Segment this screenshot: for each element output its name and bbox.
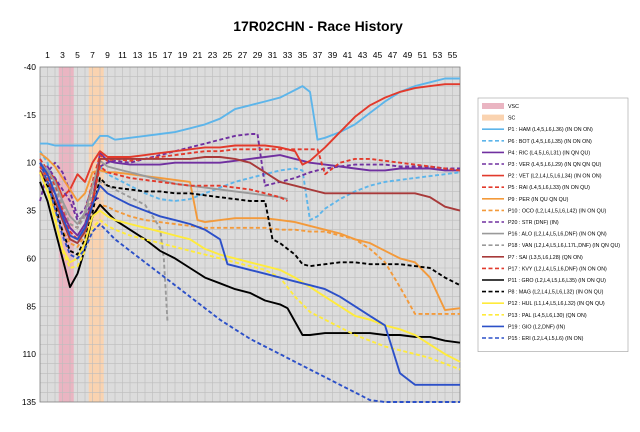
x-tick-label: 3 (60, 50, 65, 60)
chart-title: 17R02CHN - Race History (233, 18, 403, 34)
legend-patch (482, 114, 504, 121)
x-tick-label: 5 (75, 50, 80, 60)
y-tick-label: 85 (27, 301, 37, 311)
x-tick-label: 25 (223, 50, 233, 60)
x-tick-label: 31 (268, 50, 278, 60)
series-line-0 (40, 77, 460, 147)
x-tick-label: 19 (178, 50, 188, 60)
series-line-16 (39, 162, 461, 371)
x-tick-label: 9 (105, 50, 110, 60)
legend-label: SC (508, 116, 516, 122)
x-tick-label: 35 (298, 50, 308, 60)
series-line-14 (39, 171, 461, 287)
legend-label: P3 : VER (L4,5,L6,L29) (IN QN QN QU) (508, 162, 602, 168)
x-tick-label: 53 (433, 50, 443, 60)
series-line-18 (39, 162, 460, 403)
x-tick-label: 7 (90, 50, 95, 60)
x-tick-label: 21 (193, 50, 203, 60)
x-tick-label: 37 (313, 50, 323, 60)
x-tick-label: 51 (418, 50, 428, 60)
x-tick-label: 49 (403, 50, 413, 60)
y-tick-label: 110 (22, 349, 36, 359)
legend-label: P15 : ERI (L2,L4,L5,L6) (IN ON) (508, 336, 584, 342)
series-line-3 (39, 133, 460, 218)
y-tick-label: -40 (24, 62, 37, 72)
y-tick-label: 35 (27, 206, 37, 216)
x-tick-label: 47 (388, 50, 398, 60)
x-tick-label: 29 (253, 50, 263, 60)
series-line-11 (39, 156, 461, 245)
legend-label: P8 : MAG (L2,L4,L5,L6,L32) (IN ON QU) (508, 290, 604, 296)
legend-label: P19 : GIO (L2,DNF) (IN) (508, 324, 565, 330)
legend-label: P16 : ALO (L2,L4,L5,L6,DNF) (IN ON QN) (508, 232, 607, 238)
legend-label: P10 : OCO (L2,L4,L5,L6,L42) (IN ON QU) (508, 208, 607, 214)
legend-label: P9 : PER (IN QU QN QU) (508, 197, 569, 203)
legend-label: VSC (508, 104, 519, 110)
x-tick-label: 23 (208, 50, 218, 60)
legend-label: P1 : HAM (L4,5,L6,L36) (IN ON ON) (508, 127, 593, 133)
x-tick-label: 13 (133, 50, 143, 60)
legend-label: P11 : GRO (L2,L4,L5,L6,L35) (IN ON QU) (508, 278, 606, 284)
series-line-9 (39, 159, 288, 225)
x-tick-label: 27 (238, 50, 248, 60)
y-tick-label: 135 (22, 397, 36, 407)
y-tick-label: 10 (27, 158, 37, 168)
series-line-8 (40, 165, 101, 222)
legend-label: P13 : PAL (L4,5,L6,L30) (QN ON) (508, 313, 587, 319)
x-tick-label: 55 (448, 50, 458, 60)
y-tick-label: 60 (27, 253, 37, 263)
x-tick-label: 39 (328, 50, 338, 60)
x-tick-label: 43 (358, 50, 368, 60)
legend-label: P2 : VET (L2,L4,L5,L6,L34) (IN ON ON) (508, 174, 602, 180)
x-tick-label: 1 (45, 50, 50, 60)
x-tick-label: 15 (148, 50, 158, 60)
legend-label: P18 : VAN (L2,L4,L5,L6,L17L,DNF) (IN QN … (508, 243, 620, 249)
legend-label: P17 : KVY (L2,L4,L5,L6,DNF) (IN ON ON) (508, 266, 607, 272)
legend-label: P7 : SAI (L3,5,L6,L28) (QN ON) (508, 255, 583, 261)
legend-label: P20 : STR (DNF) (IN) (508, 220, 559, 226)
series-line-17 (39, 162, 460, 386)
series-line-1 (39, 150, 461, 245)
series-line-15 (39, 171, 461, 363)
legend-patch (482, 103, 504, 109)
x-tick-label: 33 (283, 50, 293, 60)
legend-label: P12 : HUL (L1,L4,L5,L6,L32) (IN QN QU) (508, 301, 605, 307)
y-tick-label: -15 (24, 110, 37, 120)
x-tick-label: 17 (163, 50, 173, 60)
x-tick-label: 11 (118, 50, 127, 60)
x-tick-label: 41 (343, 50, 353, 60)
series-line-2 (39, 152, 460, 237)
legend-label: P4 : RIC (L4,5,L6,L31) (IN QN QU) (508, 150, 590, 156)
x-tick-label: 45 (373, 50, 383, 60)
series-line-7 (39, 171, 460, 315)
legend-label: P6 : BOT (L4,5,L6,L35) (IN ON ON) (508, 139, 592, 145)
plot-border (39, 66, 461, 403)
series-line-6 (39, 152, 461, 312)
series-line-4 (39, 83, 460, 199)
legend-label: P5 : RAI (L4,5,L6,L33) (IN ON QU) (508, 185, 590, 191)
